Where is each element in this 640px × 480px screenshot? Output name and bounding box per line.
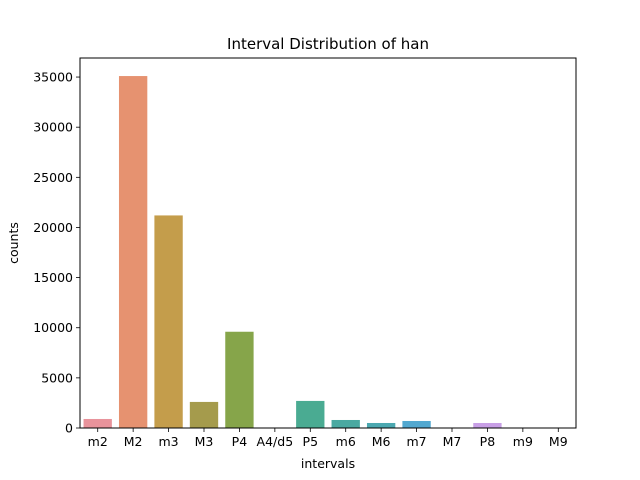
x-axis-ticks: m2 M2 m3 M3 P4 A4/d5 P5 m6 M6 m7 M7 P8 m9 M9 [88,428,568,449]
y-tick-label: 25000 [33,170,73,185]
bars-group [83,76,502,429]
y-tick-label: 20000 [33,220,73,235]
y-tick-label: 35000 [33,70,73,85]
y-axis-ticks: 0 5000 10000 15000 20000 25000 30000 35000 [33,70,80,436]
plot-frame [79,57,577,429]
bar-p4 [225,331,254,428]
bar-m2 [118,76,148,429]
x-tick-label: P4 [232,434,248,449]
bar-m3 [154,215,183,428]
x-tick-label: A4/d5 [257,434,294,449]
x-tick-label: m7 [407,434,427,449]
x-tick-label: P5 [303,434,319,449]
x-tick-label: m9 [513,434,533,449]
bar-m2 [83,418,112,428]
x-axis-label: intervals [301,456,355,471]
x-tick-label: M7 [443,434,462,449]
y-tick-label: 10000 [33,320,73,335]
x-tick-label: M2 [124,434,143,449]
bar-p5 [296,400,325,428]
x-tick-label: M6 [372,434,391,449]
x-tick-label: m2 [88,434,108,449]
y-tick-label: 30000 [33,120,73,135]
x-tick-label: m6 [336,434,356,449]
y-axis-label: counts [6,222,21,264]
x-tick-label: M3 [195,434,214,449]
x-tick-label: m3 [159,434,179,449]
bar-m7 [402,420,431,428]
bar-m3 [189,401,219,428]
bar-p8 [473,422,502,428]
y-tick-label: 5000 [41,370,73,385]
y-tick-label: 15000 [33,270,73,285]
bar-m6 [331,419,360,428]
x-tick-label: P8 [480,434,496,449]
chart-title: Interval Distribution of han [227,35,429,53]
y-tick-label: 0 [65,421,73,436]
bar-m6 [366,422,396,428]
x-tick-label: M9 [549,434,568,449]
